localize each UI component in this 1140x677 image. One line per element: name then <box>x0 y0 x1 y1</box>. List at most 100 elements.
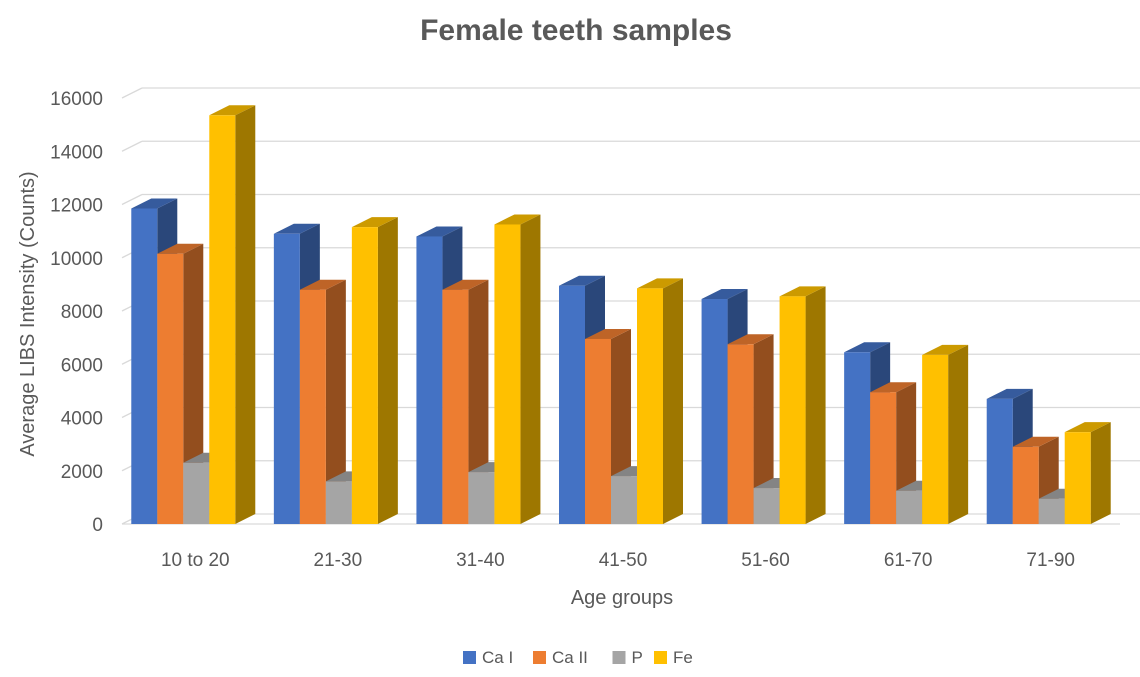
bar-top <box>157 243 204 254</box>
bar-side <box>235 105 256 525</box>
bar-top <box>299 279 346 290</box>
legend-swatch <box>654 651 667 664</box>
bar-front <box>779 296 806 524</box>
bar-top <box>986 388 1033 399</box>
bar <box>922 344 969 524</box>
legend-label: Ca I <box>482 648 513 667</box>
bar-top <box>131 198 178 209</box>
x-tick-label: 10 to 20 <box>161 550 230 571</box>
bar <box>727 334 774 524</box>
bar <box>1064 422 1111 524</box>
legend: Ca I Ca II P Fe <box>463 648 693 667</box>
x-tick-label: 21-30 <box>314 550 363 571</box>
bar-front <box>209 115 236 525</box>
bar-side <box>520 214 541 524</box>
y-gridline-depth <box>121 140 143 152</box>
bar-top <box>844 342 891 353</box>
legend-item: Ca I <box>463 648 513 667</box>
y-tick-label: 4000 <box>61 409 103 430</box>
bar-top <box>779 286 826 297</box>
bar-top <box>585 328 631 339</box>
y-tick-label: 10000 <box>50 249 103 270</box>
legend-item: Ca II <box>533 648 588 667</box>
bar-front <box>157 253 184 524</box>
y-tick-label: 6000 <box>61 355 103 376</box>
bar <box>299 279 346 524</box>
bar-front <box>183 462 210 524</box>
bar-top <box>442 279 489 290</box>
bar <box>494 214 541 524</box>
bar-side <box>183 243 204 524</box>
x-tick-label: 71-90 <box>1026 550 1075 571</box>
bar-front <box>416 236 443 524</box>
bar <box>779 286 826 524</box>
bar-front <box>701 299 728 524</box>
bar-front <box>559 285 585 524</box>
chart-title: Female teeth samples <box>420 14 732 47</box>
bar-front <box>896 490 923 524</box>
y-tick-label: 2000 <box>61 462 103 483</box>
bar <box>209 105 256 525</box>
x-tick-label: 51-60 <box>741 550 790 571</box>
bar-front <box>299 289 326 524</box>
y-tick-label: 12000 <box>50 196 103 217</box>
bar-front <box>727 344 754 524</box>
bar-front <box>753 488 780 524</box>
legend-item: P <box>612 648 643 667</box>
bar-side <box>325 279 346 524</box>
bar-side <box>948 344 969 524</box>
bar-side <box>468 279 489 524</box>
bar-front <box>922 354 949 524</box>
bar-front <box>442 289 469 524</box>
bar-top <box>209 105 256 116</box>
bar-top <box>273 223 320 234</box>
bar-top <box>494 214 541 225</box>
y-tick-layer: 0 2000 4000 6000 8000 10000 12000 14000 16000 <box>50 89 103 536</box>
x-tick-layer: 10 to 20 21-30 31-40 41-50 51-60 61-70 71-90 <box>161 550 1075 571</box>
bar-side <box>1090 422 1111 524</box>
bar-front <box>986 398 1013 524</box>
bar-front <box>611 476 637 524</box>
bar-top <box>351 217 398 228</box>
legend-label: P <box>632 648 643 667</box>
bar-front <box>131 208 158 524</box>
x-tick-label: 31-40 <box>456 550 505 571</box>
legend-swatch <box>533 651 546 664</box>
y-tick-label: 0 <box>92 515 103 536</box>
bar-top <box>559 275 605 286</box>
y-axis-label: Average LIBS Intensity (Counts) <box>17 171 39 456</box>
bar <box>637 278 683 524</box>
bar <box>442 279 489 524</box>
bar <box>351 217 398 524</box>
bar-front <box>1064 432 1091 524</box>
y-tick-label: 8000 <box>61 302 103 323</box>
bar-top <box>727 334 774 345</box>
bar-side <box>753 334 774 524</box>
bar-front <box>351 227 378 524</box>
y-gridline-depth <box>121 193 143 206</box>
legend-item: Fe <box>654 648 693 667</box>
bar-top <box>1064 422 1111 433</box>
legend-label: Fe <box>673 648 693 667</box>
bar-front <box>325 481 352 524</box>
y-tick-label: 16000 <box>50 89 103 110</box>
bar-top <box>701 289 748 300</box>
bar-top <box>922 344 969 355</box>
y-tick-label: 14000 <box>50 142 103 163</box>
bar-top <box>1012 436 1059 447</box>
bar-front <box>870 392 897 524</box>
bar-side <box>377 217 398 524</box>
bar <box>844 342 891 524</box>
bar-front <box>273 233 300 524</box>
bar-front <box>585 338 611 524</box>
bar-front <box>844 352 871 524</box>
x-tick-label: 41-50 <box>599 550 648 571</box>
bar-side <box>663 278 683 524</box>
bar-front <box>637 288 663 524</box>
x-axis-label: Age groups <box>571 587 673 609</box>
y-gridline-depth <box>121 87 143 99</box>
bar-front <box>494 224 521 524</box>
bar <box>157 243 204 524</box>
legend-swatch <box>612 651 626 664</box>
